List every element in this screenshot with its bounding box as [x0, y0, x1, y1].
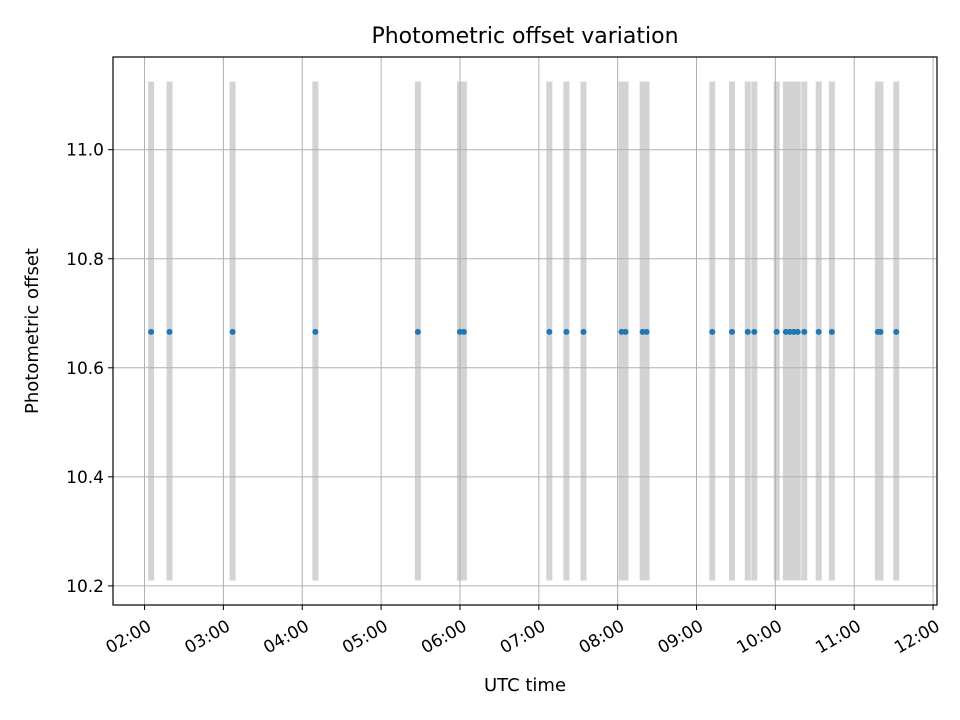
data-point [563, 328, 570, 335]
data-point [815, 328, 822, 335]
data-point [801, 328, 808, 335]
chart-title: Photometric offset variation [371, 24, 678, 49]
data-point [166, 328, 173, 335]
y-tick-label: 10.6 [66, 359, 104, 379]
data-point [414, 328, 421, 335]
data-point [580, 328, 587, 335]
y-tick-label: 11.0 [66, 141, 104, 161]
data-point [794, 328, 801, 335]
data-point [877, 328, 884, 335]
data-point [622, 328, 629, 335]
data-point [148, 328, 155, 335]
y-tick-label: 10.4 [66, 468, 104, 488]
data-point [893, 328, 900, 335]
data-point [460, 328, 467, 335]
grid-layer [113, 57, 937, 605]
data-point [312, 328, 319, 335]
y-axis: 10.2 10.4 10.6 10.8 11.0 [66, 141, 113, 597]
data-point [751, 328, 758, 335]
data-point [728, 328, 735, 335]
data-point [643, 328, 650, 335]
plot-frame [112, 56, 938, 606]
data-point [546, 328, 553, 335]
data-point [709, 328, 716, 335]
points-layer [148, 328, 900, 335]
data-point [773, 328, 780, 335]
data-point [744, 328, 751, 335]
y-tick-label: 10.2 [66, 577, 104, 597]
y-tick-label: 10.8 [66, 250, 104, 270]
y-axis-label: Photometric offset [22, 248, 43, 414]
data-point [828, 328, 835, 335]
data-point [229, 328, 236, 335]
x-axis-label: UTC time [484, 675, 566, 696]
